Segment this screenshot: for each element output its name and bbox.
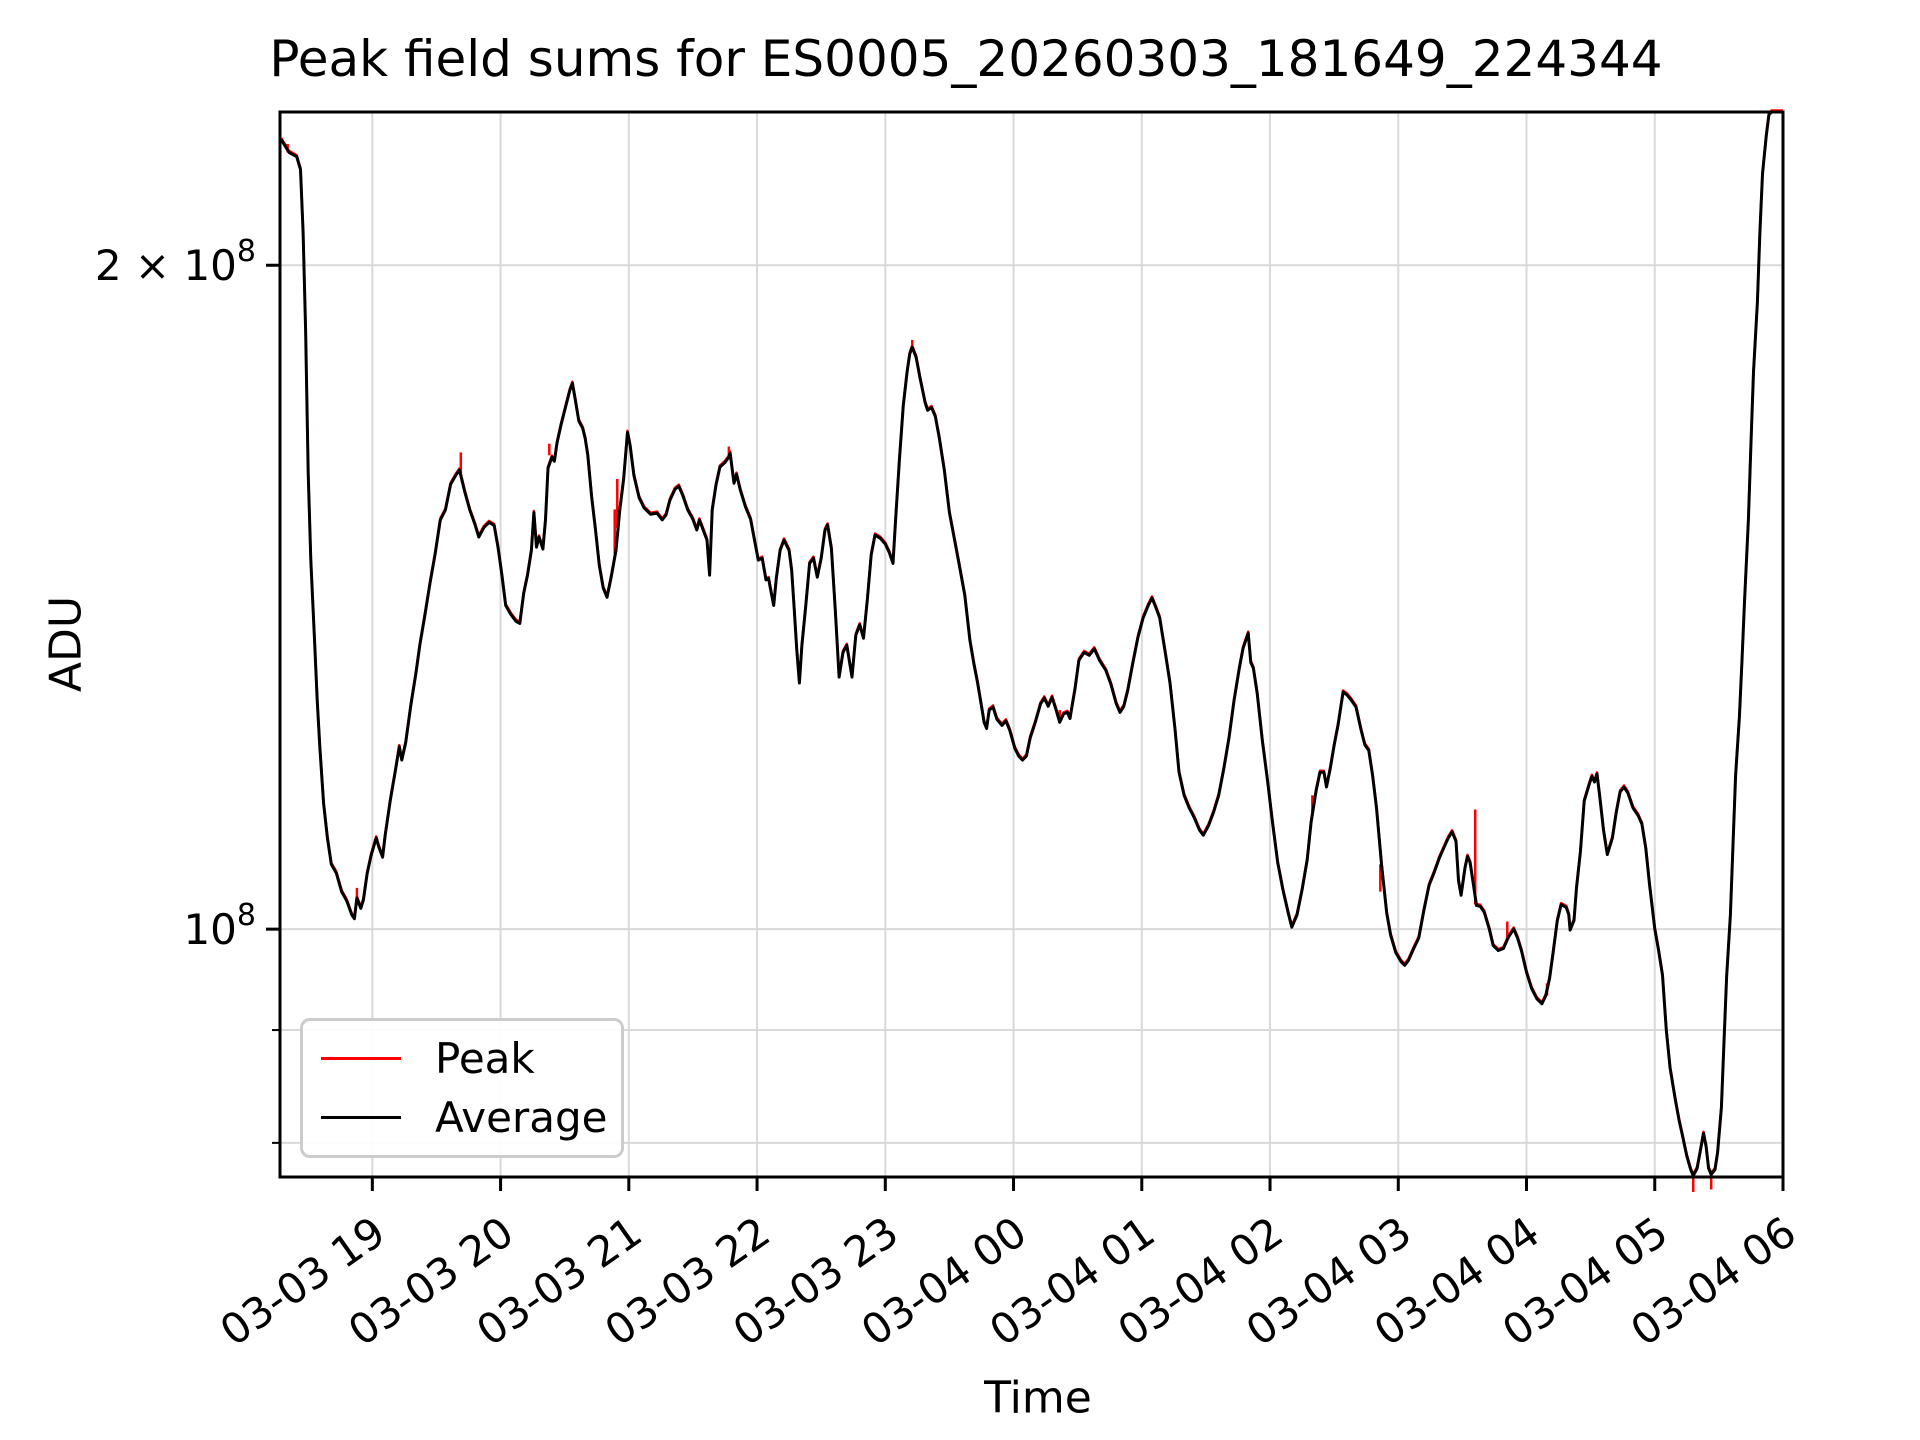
y-tick-label: 108	[183, 898, 256, 954]
y-axis-label: ADU	[40, 595, 92, 693]
peak-line-swatch	[321, 1057, 401, 1060]
tick-marks	[266, 263, 1785, 1191]
average-line-swatch	[321, 1116, 401, 1119]
legend-item-average: Average	[321, 1090, 621, 1146]
axes-box	[278, 110, 1785, 1179]
legend-item-peak: Peak	[321, 1031, 621, 1087]
y-tick-labels: 2 × 108 108	[95, 234, 256, 954]
chart-title: Peak field sums for ES0005_20260303_1816…	[269, 30, 1663, 88]
average-line	[280, 110, 1783, 1178]
y-tick-label: 2 × 108	[95, 234, 256, 290]
x-axis-label: Time	[984, 1372, 1092, 1424]
legend-label-average: Average	[435, 1093, 608, 1142]
legend: Peak Average	[300, 1018, 624, 1158]
legend-label-peak: Peak	[435, 1034, 535, 1083]
